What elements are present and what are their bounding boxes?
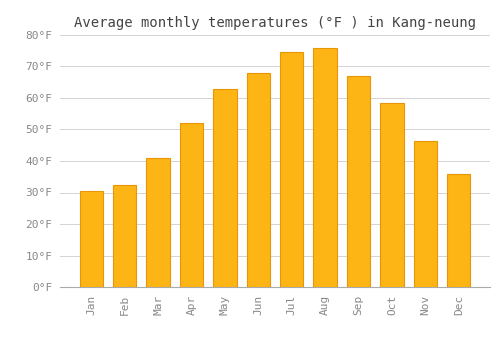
- Bar: [213, 89, 236, 287]
- Bar: [280, 52, 303, 287]
- Bar: [380, 103, 404, 287]
- Bar: [146, 158, 170, 287]
- Bar: [113, 184, 136, 287]
- Bar: [314, 48, 337, 287]
- Bar: [80, 191, 103, 287]
- Bar: [414, 140, 437, 287]
- Title: Average monthly temperatures (°F ) in Kang-neung: Average monthly temperatures (°F ) in Ka…: [74, 16, 476, 30]
- Bar: [347, 76, 370, 287]
- Bar: [246, 73, 270, 287]
- Bar: [447, 174, 470, 287]
- Bar: [180, 123, 203, 287]
